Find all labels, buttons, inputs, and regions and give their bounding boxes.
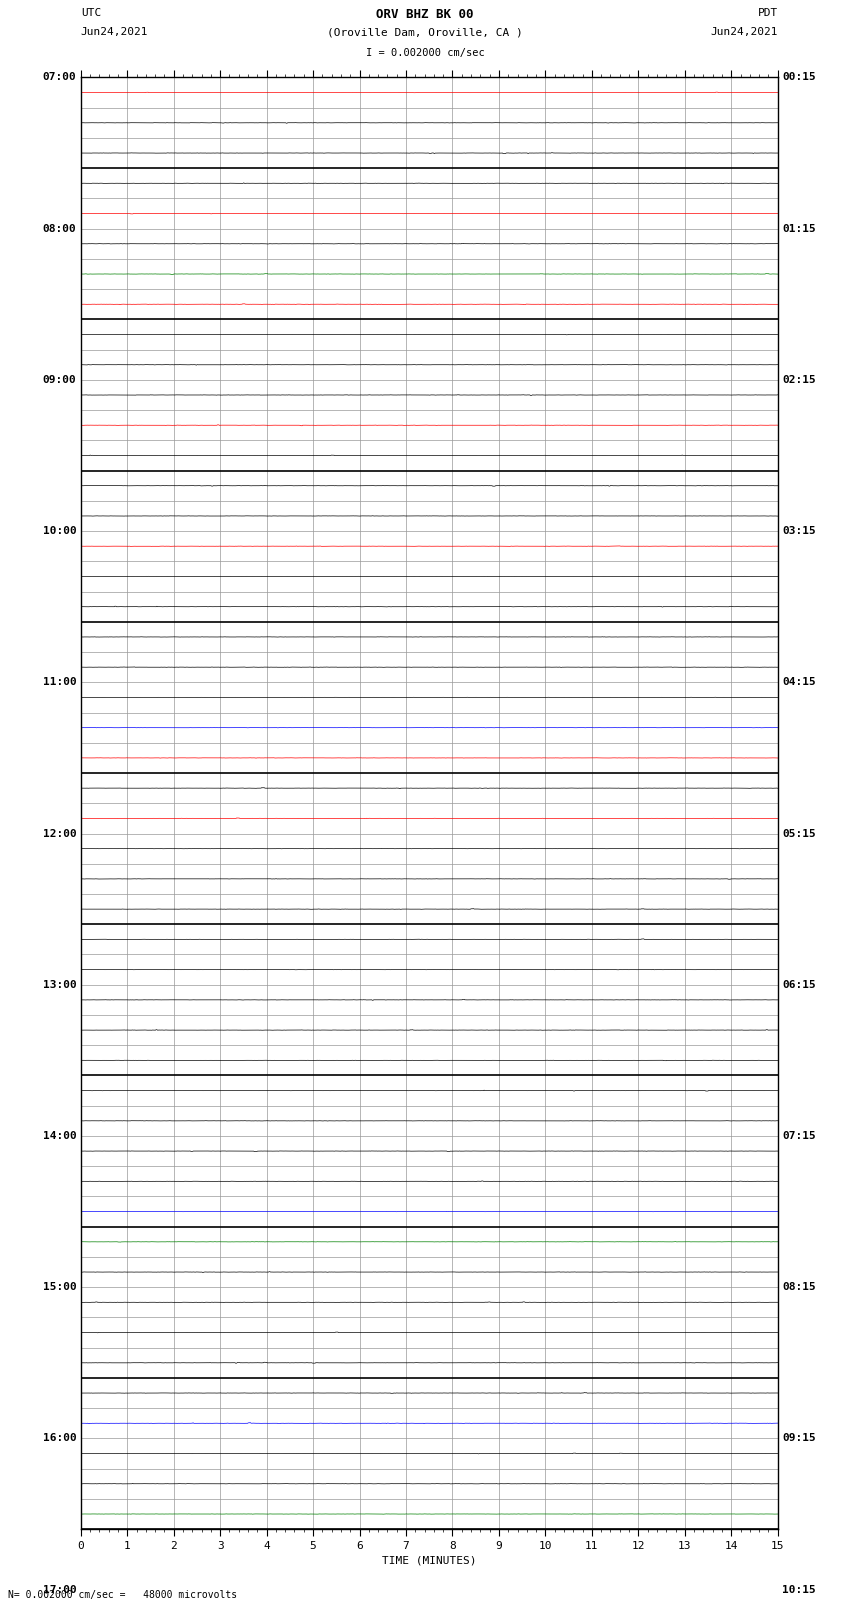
Text: 00:15: 00:15 — [782, 73, 816, 82]
Text: 05:15: 05:15 — [782, 829, 816, 839]
Text: Jun24,2021: Jun24,2021 — [81, 27, 148, 37]
Text: 04:15: 04:15 — [782, 677, 816, 687]
X-axis label: TIME (MINUTES): TIME (MINUTES) — [382, 1555, 477, 1565]
Text: N= 0.002000 cm/sec =   48000 microvolts: N= 0.002000 cm/sec = 48000 microvolts — [8, 1590, 238, 1600]
Text: 11:00: 11:00 — [42, 677, 76, 687]
Text: (Oroville Dam, Oroville, CA ): (Oroville Dam, Oroville, CA ) — [327, 27, 523, 37]
Text: 12:00: 12:00 — [42, 829, 76, 839]
Text: Jun24,2021: Jun24,2021 — [711, 27, 778, 37]
Text: 17:00: 17:00 — [42, 1584, 76, 1595]
Text: 07:00: 07:00 — [42, 73, 76, 82]
Text: 08:00: 08:00 — [42, 224, 76, 234]
Text: I = 0.002000 cm/sec: I = 0.002000 cm/sec — [366, 48, 484, 58]
Text: 06:15: 06:15 — [782, 979, 816, 990]
Text: 13:00: 13:00 — [42, 979, 76, 990]
Text: 02:15: 02:15 — [782, 374, 816, 386]
Text: 16:00: 16:00 — [42, 1434, 76, 1444]
Text: 01:15: 01:15 — [782, 224, 816, 234]
Text: UTC: UTC — [81, 8, 101, 18]
Text: ORV BHZ BK 00: ORV BHZ BK 00 — [377, 8, 473, 21]
Text: 15:00: 15:00 — [42, 1282, 76, 1292]
Text: 03:15: 03:15 — [782, 526, 816, 536]
Text: 10:15: 10:15 — [782, 1584, 816, 1595]
Text: 09:15: 09:15 — [782, 1434, 816, 1444]
Text: PDT: PDT — [757, 8, 778, 18]
Text: 08:15: 08:15 — [782, 1282, 816, 1292]
Text: 14:00: 14:00 — [42, 1131, 76, 1140]
Text: 07:15: 07:15 — [782, 1131, 816, 1140]
Text: 10:00: 10:00 — [42, 526, 76, 536]
Text: 09:00: 09:00 — [42, 374, 76, 386]
